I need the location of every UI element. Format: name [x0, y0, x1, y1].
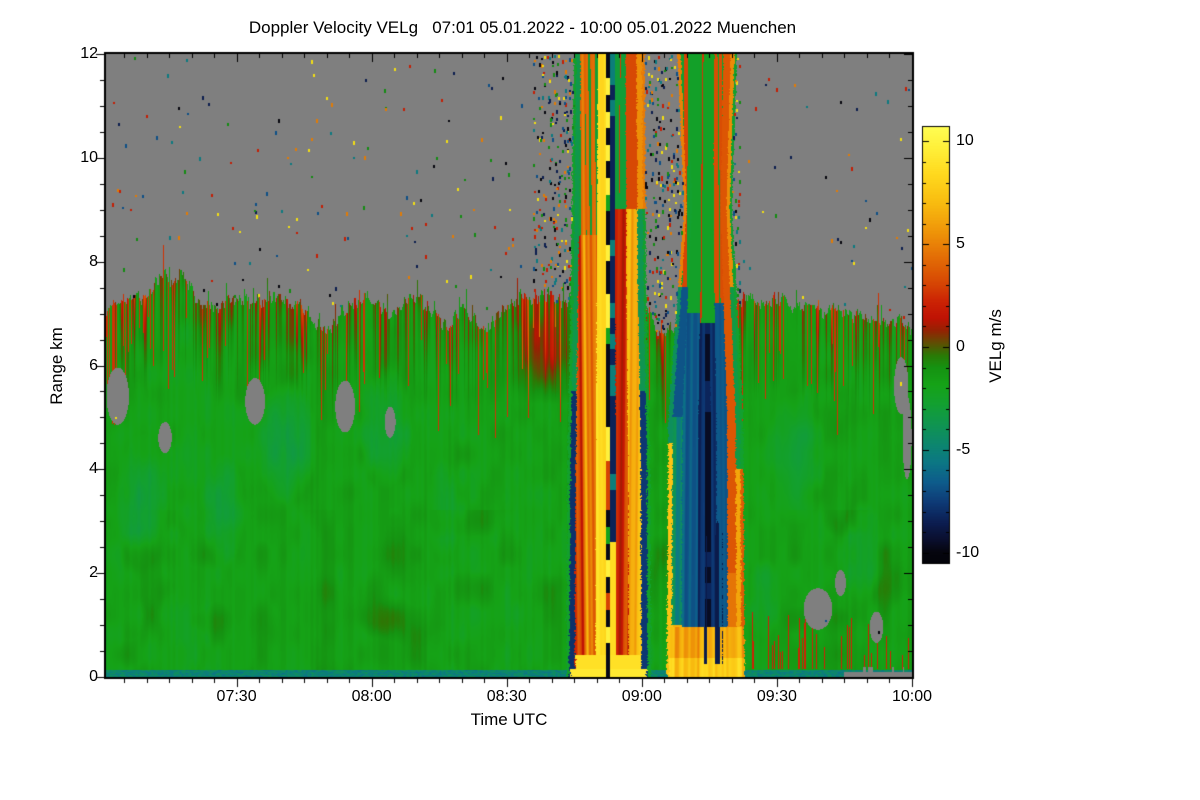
chart-title: Doppler Velocity VELg 07:01 05.01.2022 -… — [248, 18, 797, 37]
y-tick-label: 0 — [89, 668, 98, 685]
y-tick-label: 8 — [89, 252, 98, 270]
y-tick-label: 10 — [80, 148, 98, 166]
colorbar-tick-label: 0 — [956, 338, 965, 356]
y-tick-label: 12 — [80, 45, 98, 62]
x-tick-label: 09:30 — [756, 688, 797, 705]
y-tick-label: 2 — [89, 564, 98, 582]
y-tick-label: 4 — [89, 460, 98, 478]
x-tick-label: 07:30 — [216, 688, 257, 705]
x-tick-label: 08:30 — [486, 688, 527, 705]
colorbar-tick-label: -10 — [956, 543, 980, 561]
x-tick-label: 09:00 — [621, 688, 662, 705]
x-tick-label: 10:00 — [891, 688, 933, 705]
colorbar-tick-label: -5 — [956, 440, 971, 458]
x-axis-label: Time UTC — [470, 710, 548, 729]
colorbar-tick-label: 5 — [956, 235, 965, 253]
colorbar-tick-label: 10 — [956, 132, 974, 150]
x-tick-label: 08:00 — [351, 688, 392, 705]
y-tick-label: 6 — [89, 356, 98, 374]
